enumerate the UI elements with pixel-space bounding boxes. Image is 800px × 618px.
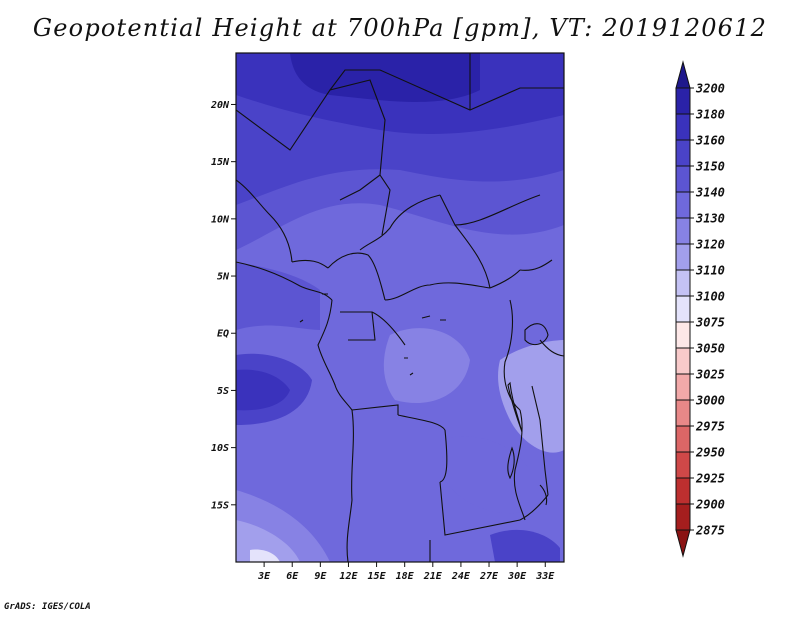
- colorbar-label: 2950: [695, 446, 725, 460]
- colorbar-segment: [675, 295, 691, 323]
- colorbar-label: 3130: [695, 212, 725, 226]
- height-field: [236, 53, 564, 562]
- colorbar-segment: [675, 165, 691, 193]
- colorbar-segment: [675, 503, 691, 531]
- lat-tick-label: 5S: [217, 386, 229, 397]
- lon-tick-label: 30E: [507, 571, 527, 582]
- country-borders: [236, 53, 564, 562]
- colorbar-segment: [675, 113, 691, 141]
- lon-tick-label: 21E: [423, 571, 443, 582]
- colorbar-label: 3050: [695, 342, 725, 356]
- colorbar-label: 2975: [695, 420, 725, 434]
- colorbar-label: 2875: [695, 524, 725, 538]
- colorbar-label: 3025: [695, 368, 725, 382]
- lon-tick-label: 18E: [396, 571, 415, 582]
- colorbar-segment: [675, 373, 691, 401]
- lon-tick-label: 12E: [339, 571, 358, 582]
- lat-tick-label: 20N: [210, 100, 230, 111]
- lon-tick-label: 24E: [451, 571, 471, 582]
- colorbar-segment: [675, 321, 691, 349]
- colorbar-segment: [675, 477, 691, 505]
- colorbar-label: 2925: [695, 472, 725, 486]
- map-title: Geopotential Height at 700hPa [gpm], VT:…: [32, 14, 768, 42]
- colorbar-segment: [675, 347, 691, 375]
- colorbar-segment: [675, 217, 691, 245]
- colorbar-segment: [675, 425, 691, 453]
- colorbar-segment: [675, 243, 691, 271]
- map-panel: [235, 52, 565, 563]
- colorbar-label: 2900: [695, 498, 725, 512]
- colorbar-label: 3180: [695, 108, 725, 122]
- colorbar-label: 3110: [695, 264, 725, 278]
- latitude-axis: 20N 15N 10N 5N EQ 5S 10S 15S: [210, 100, 236, 511]
- colorbar-label: 3000: [695, 394, 725, 408]
- colorbar-label: 3140: [695, 186, 725, 200]
- lon-tick-label: 27E: [479, 571, 499, 582]
- lat-tick-label: 15S: [211, 500, 229, 511]
- lat-tick-label: 10S: [211, 443, 229, 454]
- colorbar-label: 3100: [695, 290, 725, 304]
- lon-tick-label: 9E: [314, 571, 327, 582]
- colorbar-segment: [675, 269, 691, 297]
- colorbar: 3200 3180 3160 3150 3140 3130 3120 3110 3100 3075…: [675, 60, 725, 558]
- lon-tick-label: 33E: [535, 571, 555, 582]
- colorbar-label: 3200: [695, 82, 725, 96]
- lat-tick-label: 15N: [211, 157, 230, 168]
- colorbar-label: 3150: [695, 160, 725, 174]
- lon-tick-label: 15E: [368, 571, 387, 582]
- lat-tick-label: 10N: [211, 214, 230, 225]
- lat-tick-label: EQ: [217, 329, 229, 340]
- colorbar-label: 3075: [695, 316, 725, 330]
- lat-tick-label: 5N: [217, 272, 230, 283]
- lon-tick-label: 3E: [257, 571, 271, 582]
- lake-outlines: [299, 293, 549, 506]
- lon-tick-label: 6E: [286, 571, 299, 582]
- colorbar-top-arrow: [675, 60, 691, 89]
- colorbar-label: 3160: [695, 134, 725, 148]
- colorbar-segment: [675, 399, 691, 427]
- colorbar-label: 3120: [695, 238, 725, 252]
- colorbar-bottom-arrow: [675, 529, 691, 558]
- colorbar-segment: [675, 191, 691, 219]
- colorbar-segment: [675, 139, 691, 167]
- longitude-axis: 3E 6E 9E 12E 15E 18E 21E 24E 27E 30E 33E: [257, 562, 555, 582]
- grads-credit: GrADS: IGES/COLA: [4, 602, 91, 612]
- colorbar-segment: [675, 451, 691, 479]
- colorbar-segment: [675, 87, 691, 115]
